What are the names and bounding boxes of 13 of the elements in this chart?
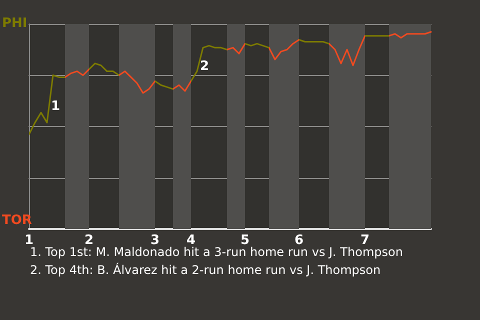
x-tick-label: 1 [24,233,34,248]
text: 2. Top 4th: B. Álvarez hit a 2-run home run vs J. Thompson [30,262,381,277]
text: PHI [2,16,28,31]
annotation: TOR [2,213,32,228]
annotation: 1 [51,99,60,114]
x-tick-label: 4 [186,233,196,248]
x-tick-label: 7 [360,233,370,248]
text: 1. Top 1st: M. Maldonado hit a 3-run home run vs J. Thompson [30,245,403,259]
annotation: 2 [200,59,210,74]
x-tick-label: 6 [294,233,304,248]
x-tick-label: 5 [240,233,250,248]
x-tick-label: 3 [150,233,160,248]
x-tick-label: 2 [84,233,94,248]
